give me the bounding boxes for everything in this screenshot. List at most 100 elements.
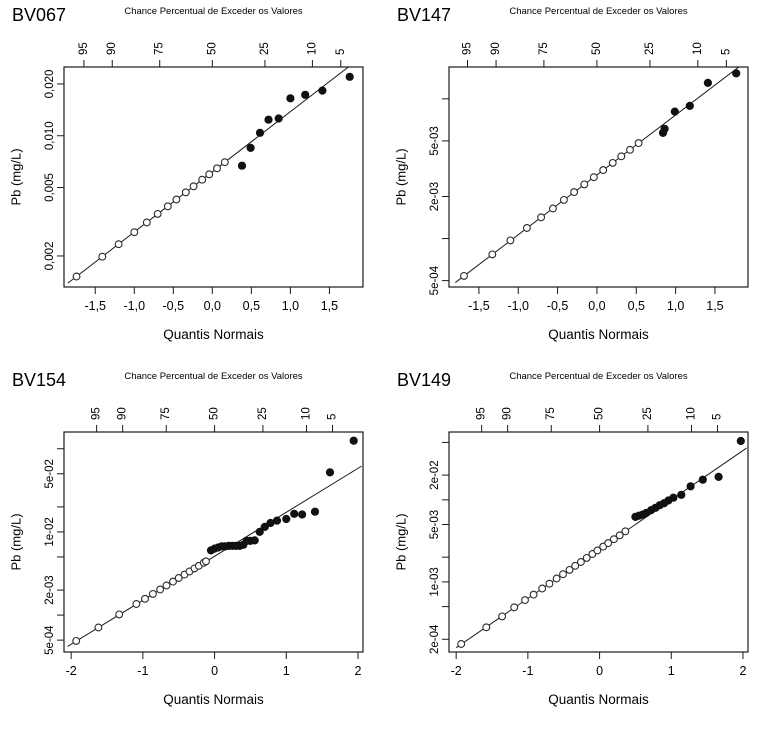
data-point-open: [488, 250, 497, 259]
data-point-open: [498, 612, 507, 621]
x-axis-tick-label: 1: [668, 664, 675, 678]
top-axis-tick-label: 5: [720, 49, 732, 55]
top-axis-tick-label: 10: [692, 42, 704, 55]
top-axis-tick-label: 95: [476, 407, 488, 420]
y-axis-tick-label: 5e-04: [44, 625, 56, 655]
top-axis-tick-label: 75: [154, 42, 166, 55]
data-point-open: [153, 209, 162, 218]
data-point-open: [220, 158, 229, 167]
data-point-open: [529, 590, 538, 599]
data-point-open: [580, 180, 589, 189]
data-point-open: [576, 558, 585, 566]
data-point-open: [130, 228, 139, 237]
data-point-filled: [345, 72, 354, 81]
top-axis-tick-label: 5: [712, 414, 724, 420]
data-point-open: [460, 271, 468, 280]
data-point-open: [615, 531, 624, 540]
x-axis-label: Quantis Normais: [163, 692, 264, 707]
y-axis-tick-label: 2e-02: [429, 460, 441, 489]
x-axis-tick-label: 1,5: [321, 299, 338, 313]
qq-plot-svg: BV067 Chance Percentual de Exceder os Val…: [9, 5, 364, 342]
data-point-filled: [301, 90, 310, 99]
top-axis-tick-label: 90: [117, 407, 129, 420]
panel-title: BV067: [12, 5, 66, 25]
y-axis-tick-label: 2e-04: [429, 624, 441, 654]
top-axis-tick-label: 25: [259, 42, 271, 55]
top-axis-tick-label: 75: [545, 407, 557, 420]
data-point-open: [626, 145, 634, 154]
data-point-open: [548, 204, 557, 213]
x-axis-tick-label: -1,5: [468, 299, 490, 313]
data-point-open: [565, 565, 574, 574]
data-point-filled: [714, 472, 723, 481]
data-point-open: [457, 640, 466, 648]
data-point-open: [552, 574, 561, 583]
data-point-filled: [677, 490, 686, 499]
data-point-filled: [325, 468, 335, 477]
plot-box: [448, 431, 749, 653]
data-point-filled: [685, 101, 694, 110]
data-point-open: [198, 175, 207, 184]
data-point-filled: [703, 78, 712, 87]
x-axis-tick-label: 0,5: [243, 299, 260, 313]
data-point-filled: [686, 482, 695, 491]
qq-plot-svg: BV149 Chance Percentual de Exceder os Val…: [394, 370, 749, 707]
data-point-filled: [318, 86, 327, 95]
data-point-open: [604, 539, 613, 548]
x-axis-tick-label: -1: [522, 664, 533, 678]
x-axis-label: Quantis Normais: [548, 327, 649, 342]
data-point-filled: [290, 509, 299, 518]
x-axis-tick-label: -0,5: [163, 299, 185, 313]
x-axis-tick-label: 0,0: [204, 299, 221, 313]
top-axis-tick-label: 90: [502, 407, 514, 420]
x-axis-tick-label: -2: [451, 664, 462, 678]
data-point-open: [213, 164, 221, 173]
qq-plot-svg: BV154 Chance Percentual de Exceder os Val…: [9, 370, 364, 707]
data-point-open: [522, 224, 531, 232]
data-point-open: [202, 557, 210, 566]
data-point-open: [537, 213, 546, 222]
data-point-open: [593, 546, 602, 555]
data-point-open: [115, 610, 124, 619]
top-axis-title: Chance Percentual de Exceder os Valores: [124, 6, 303, 17]
data-point-open: [510, 603, 519, 612]
data-point-filled: [264, 115, 273, 124]
data-point-open: [162, 581, 171, 590]
data-point-open: [141, 594, 149, 603]
top-axis-tick-label: 75: [160, 407, 172, 420]
data-point-open: [482, 623, 491, 632]
top-axis-tick-label: 95: [78, 42, 90, 55]
data-point-filled: [246, 143, 255, 152]
y-axis-tick-label: 1e-02: [44, 517, 56, 546]
panel-title: BV154: [12, 370, 66, 390]
top-axis-title: Chance Percentual de Exceder os Valores: [124, 371, 303, 382]
data-point-open: [506, 236, 515, 245]
x-axis-tick-label: -1: [137, 664, 148, 678]
data-point-filled: [298, 510, 307, 519]
data-point-open: [571, 561, 580, 570]
y-axis-label: Pb (mg/L): [394, 148, 409, 205]
data-point-open: [98, 252, 107, 261]
y-axis-tick-label: 0,010: [44, 121, 56, 150]
data-point-open: [142, 218, 151, 227]
data-point-open: [174, 574, 183, 582]
x-axis-tick-label: -1,0: [507, 299, 529, 313]
qq-panel-bv147: BV147 Chance Percentual de Exceder os Val…: [385, 0, 770, 364]
data-point-open: [114, 240, 123, 249]
data-point-open: [156, 585, 165, 594]
data-point-open: [72, 272, 81, 281]
data-point-open: [559, 570, 567, 579]
data-point-open: [570, 188, 579, 197]
data-point-open: [521, 596, 529, 605]
data-point-filled: [736, 436, 745, 446]
data-point-open: [621, 527, 630, 536]
x-axis-tick-label: -2: [66, 664, 77, 678]
data-point-open: [163, 202, 172, 211]
data-point-filled: [660, 124, 669, 133]
qq-panel-bv154: BV154 Chance Percentual de Exceder os Val…: [0, 365, 385, 729]
fit-line: [67, 465, 362, 647]
top-axis-tick-label: 5: [327, 414, 339, 420]
x-axis-label: Quantis Normais: [548, 692, 649, 707]
x-axis-tick-label: 0,5: [628, 299, 645, 313]
y-axis-label: Pb (mg/L): [394, 513, 409, 570]
